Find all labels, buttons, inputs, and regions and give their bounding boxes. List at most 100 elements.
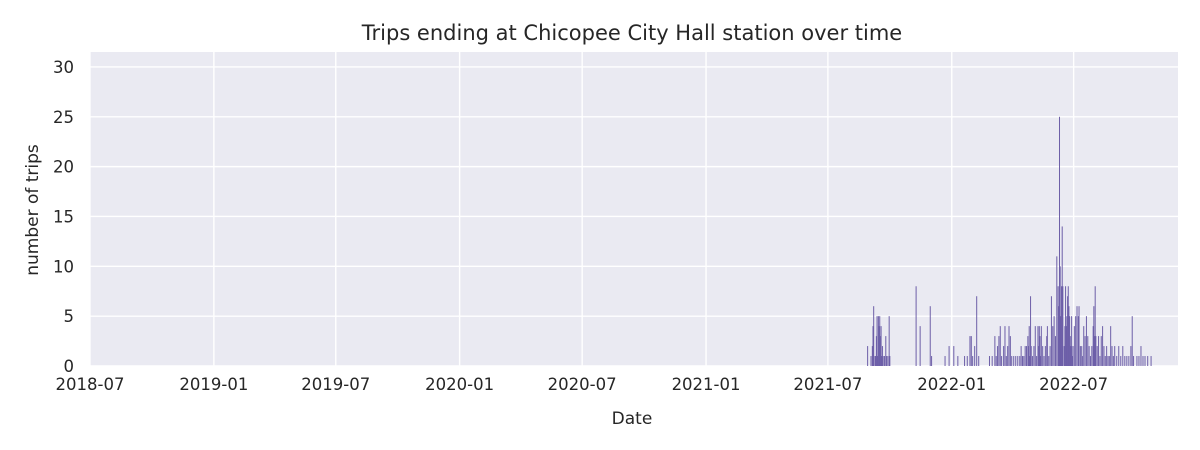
bar — [948, 346, 950, 366]
bar — [1004, 326, 1006, 366]
bar — [995, 356, 997, 366]
bar — [1111, 346, 1113, 366]
bar — [1081, 346, 1083, 366]
bar — [876, 316, 878, 366]
bar — [1063, 346, 1065, 366]
bar — [1128, 356, 1130, 366]
bar — [1061, 286, 1063, 366]
bar — [1071, 316, 1073, 366]
x-tick-label: 2019-01 — [179, 375, 248, 394]
grid — [89, 52, 1178, 367]
bar — [1093, 306, 1095, 366]
bar — [1061, 226, 1063, 366]
bar — [1030, 296, 1032, 366]
x-tick-label: 2022-07 — [1039, 375, 1108, 394]
bar — [1083, 326, 1085, 366]
bar — [1076, 306, 1078, 366]
bar — [915, 286, 917, 366]
y-axis-label: number of trips — [23, 144, 43, 276]
bar — [1046, 336, 1048, 366]
bar — [1056, 256, 1058, 366]
bar — [1091, 346, 1093, 366]
bar — [1118, 346, 1120, 366]
bar — [1133, 356, 1135, 366]
bar — [1110, 326, 1112, 366]
bar — [875, 336, 877, 366]
bar — [1062, 286, 1064, 366]
bar — [1114, 346, 1116, 366]
y-tick-label: 20 — [53, 158, 74, 177]
bar — [1020, 346, 1022, 366]
bar — [929, 306, 931, 366]
bar — [882, 356, 884, 366]
bar — [1130, 346, 1132, 366]
bar — [879, 336, 881, 366]
bar — [1112, 356, 1114, 366]
bar — [1048, 356, 1050, 366]
bar — [1017, 356, 1019, 366]
bar — [976, 296, 978, 366]
bar — [1098, 336, 1100, 366]
bar — [877, 316, 879, 366]
bar — [1046, 326, 1048, 366]
bar — [1052, 326, 1054, 366]
bar — [1067, 286, 1069, 366]
bar — [997, 346, 999, 366]
bar — [1092, 326, 1094, 366]
bar — [1049, 346, 1051, 366]
bar — [1099, 356, 1101, 366]
bar — [1138, 356, 1140, 366]
bar — [944, 356, 946, 366]
y-tick-label: 30 — [53, 58, 74, 77]
bar — [988, 356, 990, 366]
bar — [1015, 356, 1017, 366]
bar — [1120, 356, 1122, 366]
bar — [1038, 346, 1040, 366]
bar — [1094, 336, 1096, 366]
bar — [881, 346, 883, 366]
bar — [1072, 346, 1074, 366]
bar — [883, 356, 885, 366]
bar — [1107, 356, 1109, 366]
bar — [1088, 346, 1090, 366]
bar — [970, 336, 972, 366]
bar — [1116, 356, 1118, 366]
x-tick-label: 2021-01 — [672, 375, 741, 394]
bar — [1038, 326, 1040, 366]
x-tick-label: 2021-07 — [793, 375, 862, 394]
y-tick-label: 10 — [53, 257, 74, 276]
bar — [1028, 326, 1030, 366]
bar — [1147, 356, 1149, 366]
bar — [1029, 356, 1031, 366]
bar — [1009, 336, 1011, 366]
bar — [871, 346, 873, 366]
bar — [1124, 356, 1126, 366]
bar — [1013, 356, 1015, 366]
bar — [1075, 316, 1077, 366]
bar — [1068, 306, 1070, 366]
bar — [885, 336, 887, 366]
bar — [1131, 316, 1133, 366]
bar — [1023, 356, 1025, 366]
bar — [1005, 356, 1007, 366]
bar — [885, 356, 887, 366]
bar — [1102, 326, 1104, 366]
bar — [887, 356, 889, 366]
bar — [1059, 116, 1061, 367]
bar — [1089, 356, 1091, 366]
bar — [1034, 326, 1036, 366]
bar — [1019, 356, 1021, 366]
y-tick-labels: 0 5 10 15 20 25 30 — [53, 58, 74, 376]
bar — [1084, 336, 1086, 366]
bar — [1067, 296, 1069, 366]
bar — [881, 356, 883, 366]
bar — [1053, 316, 1055, 366]
bar — [872, 326, 874, 366]
bar — [1096, 346, 1098, 366]
bar — [1122, 346, 1124, 366]
bar — [1142, 356, 1144, 366]
bar — [1039, 336, 1041, 366]
x-tick-label: 2020-01 — [425, 375, 494, 394]
y-tick-label: 15 — [53, 207, 74, 226]
